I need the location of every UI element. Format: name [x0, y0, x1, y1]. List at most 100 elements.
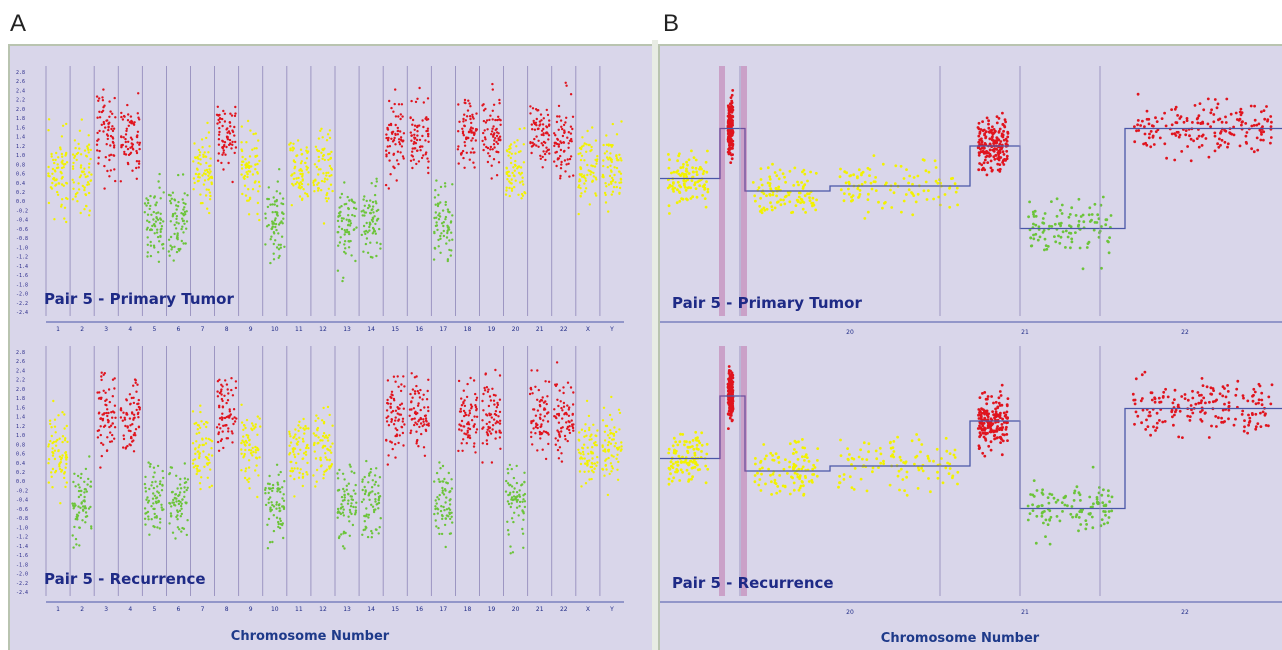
probe-point — [805, 456, 809, 459]
probe-point — [232, 422, 235, 426]
probe-point — [676, 180, 680, 184]
probe-point — [340, 495, 344, 499]
probe-point — [557, 404, 560, 408]
probe-point — [313, 190, 316, 193]
x-tick-label: 20 — [512, 326, 520, 333]
probe-point — [185, 502, 188, 505]
probe-point — [462, 120, 465, 123]
probe-point — [278, 507, 281, 510]
probe-point — [579, 179, 582, 183]
probe-point — [556, 398, 559, 401]
probe-point — [695, 447, 699, 451]
probe-point — [486, 428, 489, 431]
probe-point — [539, 113, 543, 116]
probe-point — [1003, 125, 1007, 129]
probe-point — [487, 152, 490, 155]
probe-point — [126, 147, 130, 151]
probe-point — [470, 139, 473, 142]
probe-point — [905, 475, 908, 479]
probe-point — [461, 132, 465, 135]
probe-point — [100, 454, 104, 458]
probe-point — [276, 214, 279, 217]
y-tick-label: 0.8 — [16, 162, 25, 168]
probe-point — [399, 130, 402, 133]
probe-point — [295, 461, 298, 465]
probe-point — [390, 418, 393, 421]
probe-point — [607, 158, 610, 161]
probe-point — [496, 142, 500, 145]
probe-point — [241, 192, 244, 196]
probe-point — [514, 179, 517, 182]
probe-point — [350, 502, 353, 505]
probe-point — [450, 515, 453, 518]
probe-point — [555, 416, 558, 420]
probe-point — [365, 507, 368, 510]
probe-point — [394, 419, 397, 422]
probe-point — [541, 396, 544, 399]
probe-point — [469, 151, 473, 154]
probe-point — [278, 254, 281, 258]
y-tick-label: 0.8 — [16, 442, 25, 448]
probe-point — [392, 152, 396, 155]
probe-point — [671, 466, 675, 469]
probe-point — [1046, 245, 1050, 248]
probe-point — [496, 401, 499, 405]
probe-point — [1001, 111, 1004, 115]
probe-point — [128, 417, 132, 420]
probe-point — [700, 450, 703, 453]
probe-point — [1201, 133, 1205, 137]
probe-point — [695, 443, 699, 447]
probe-point — [520, 171, 524, 175]
y-tick-label: 2.0 — [16, 107, 25, 113]
probe-point — [373, 483, 376, 486]
probe-point — [498, 436, 502, 439]
probe-point — [877, 466, 880, 469]
probe-point — [307, 446, 310, 450]
probe-point — [336, 477, 340, 480]
probe-point — [596, 455, 599, 459]
probe-point — [399, 117, 402, 121]
probe-point — [184, 242, 187, 245]
probe-point — [587, 452, 590, 455]
probe-point — [402, 375, 405, 378]
probe-point — [275, 501, 278, 504]
probe-point — [449, 254, 452, 257]
probe-point — [362, 250, 365, 253]
probe-point — [671, 184, 674, 188]
y-tick-label: 2.8 — [16, 70, 25, 76]
probe-point — [243, 177, 246, 180]
probe-point — [369, 471, 372, 474]
probe-point — [293, 455, 297, 459]
probe-point — [247, 466, 251, 469]
probe-point — [198, 154, 201, 157]
probe-point — [485, 439, 488, 442]
probe-point — [703, 197, 707, 201]
x-tick-label: 8 — [225, 606, 229, 613]
probe-point — [587, 470, 590, 473]
probe-point — [343, 493, 346, 497]
probe-point — [668, 212, 671, 215]
probe-point — [544, 400, 547, 403]
probe-point — [687, 472, 691, 476]
probe-point — [176, 510, 180, 514]
probe-point — [1226, 145, 1229, 149]
probe-point — [874, 189, 878, 193]
probe-point — [325, 174, 328, 177]
probe-point — [1090, 218, 1093, 222]
probe-point — [216, 390, 219, 393]
probe-point — [205, 188, 208, 191]
probe-point — [603, 430, 607, 433]
probe-point — [99, 396, 102, 400]
probe-point — [267, 186, 270, 189]
probe-point — [278, 517, 282, 520]
probe-point — [847, 458, 850, 462]
probe-point — [1087, 213, 1091, 217]
probe-point — [299, 181, 302, 184]
probe-point — [134, 428, 138, 431]
probe-point — [441, 489, 444, 492]
probe-point — [674, 461, 678, 464]
probe-point — [349, 505, 353, 508]
probe-point — [534, 414, 538, 417]
probe-point — [1195, 137, 1199, 140]
probe-point — [760, 472, 763, 476]
